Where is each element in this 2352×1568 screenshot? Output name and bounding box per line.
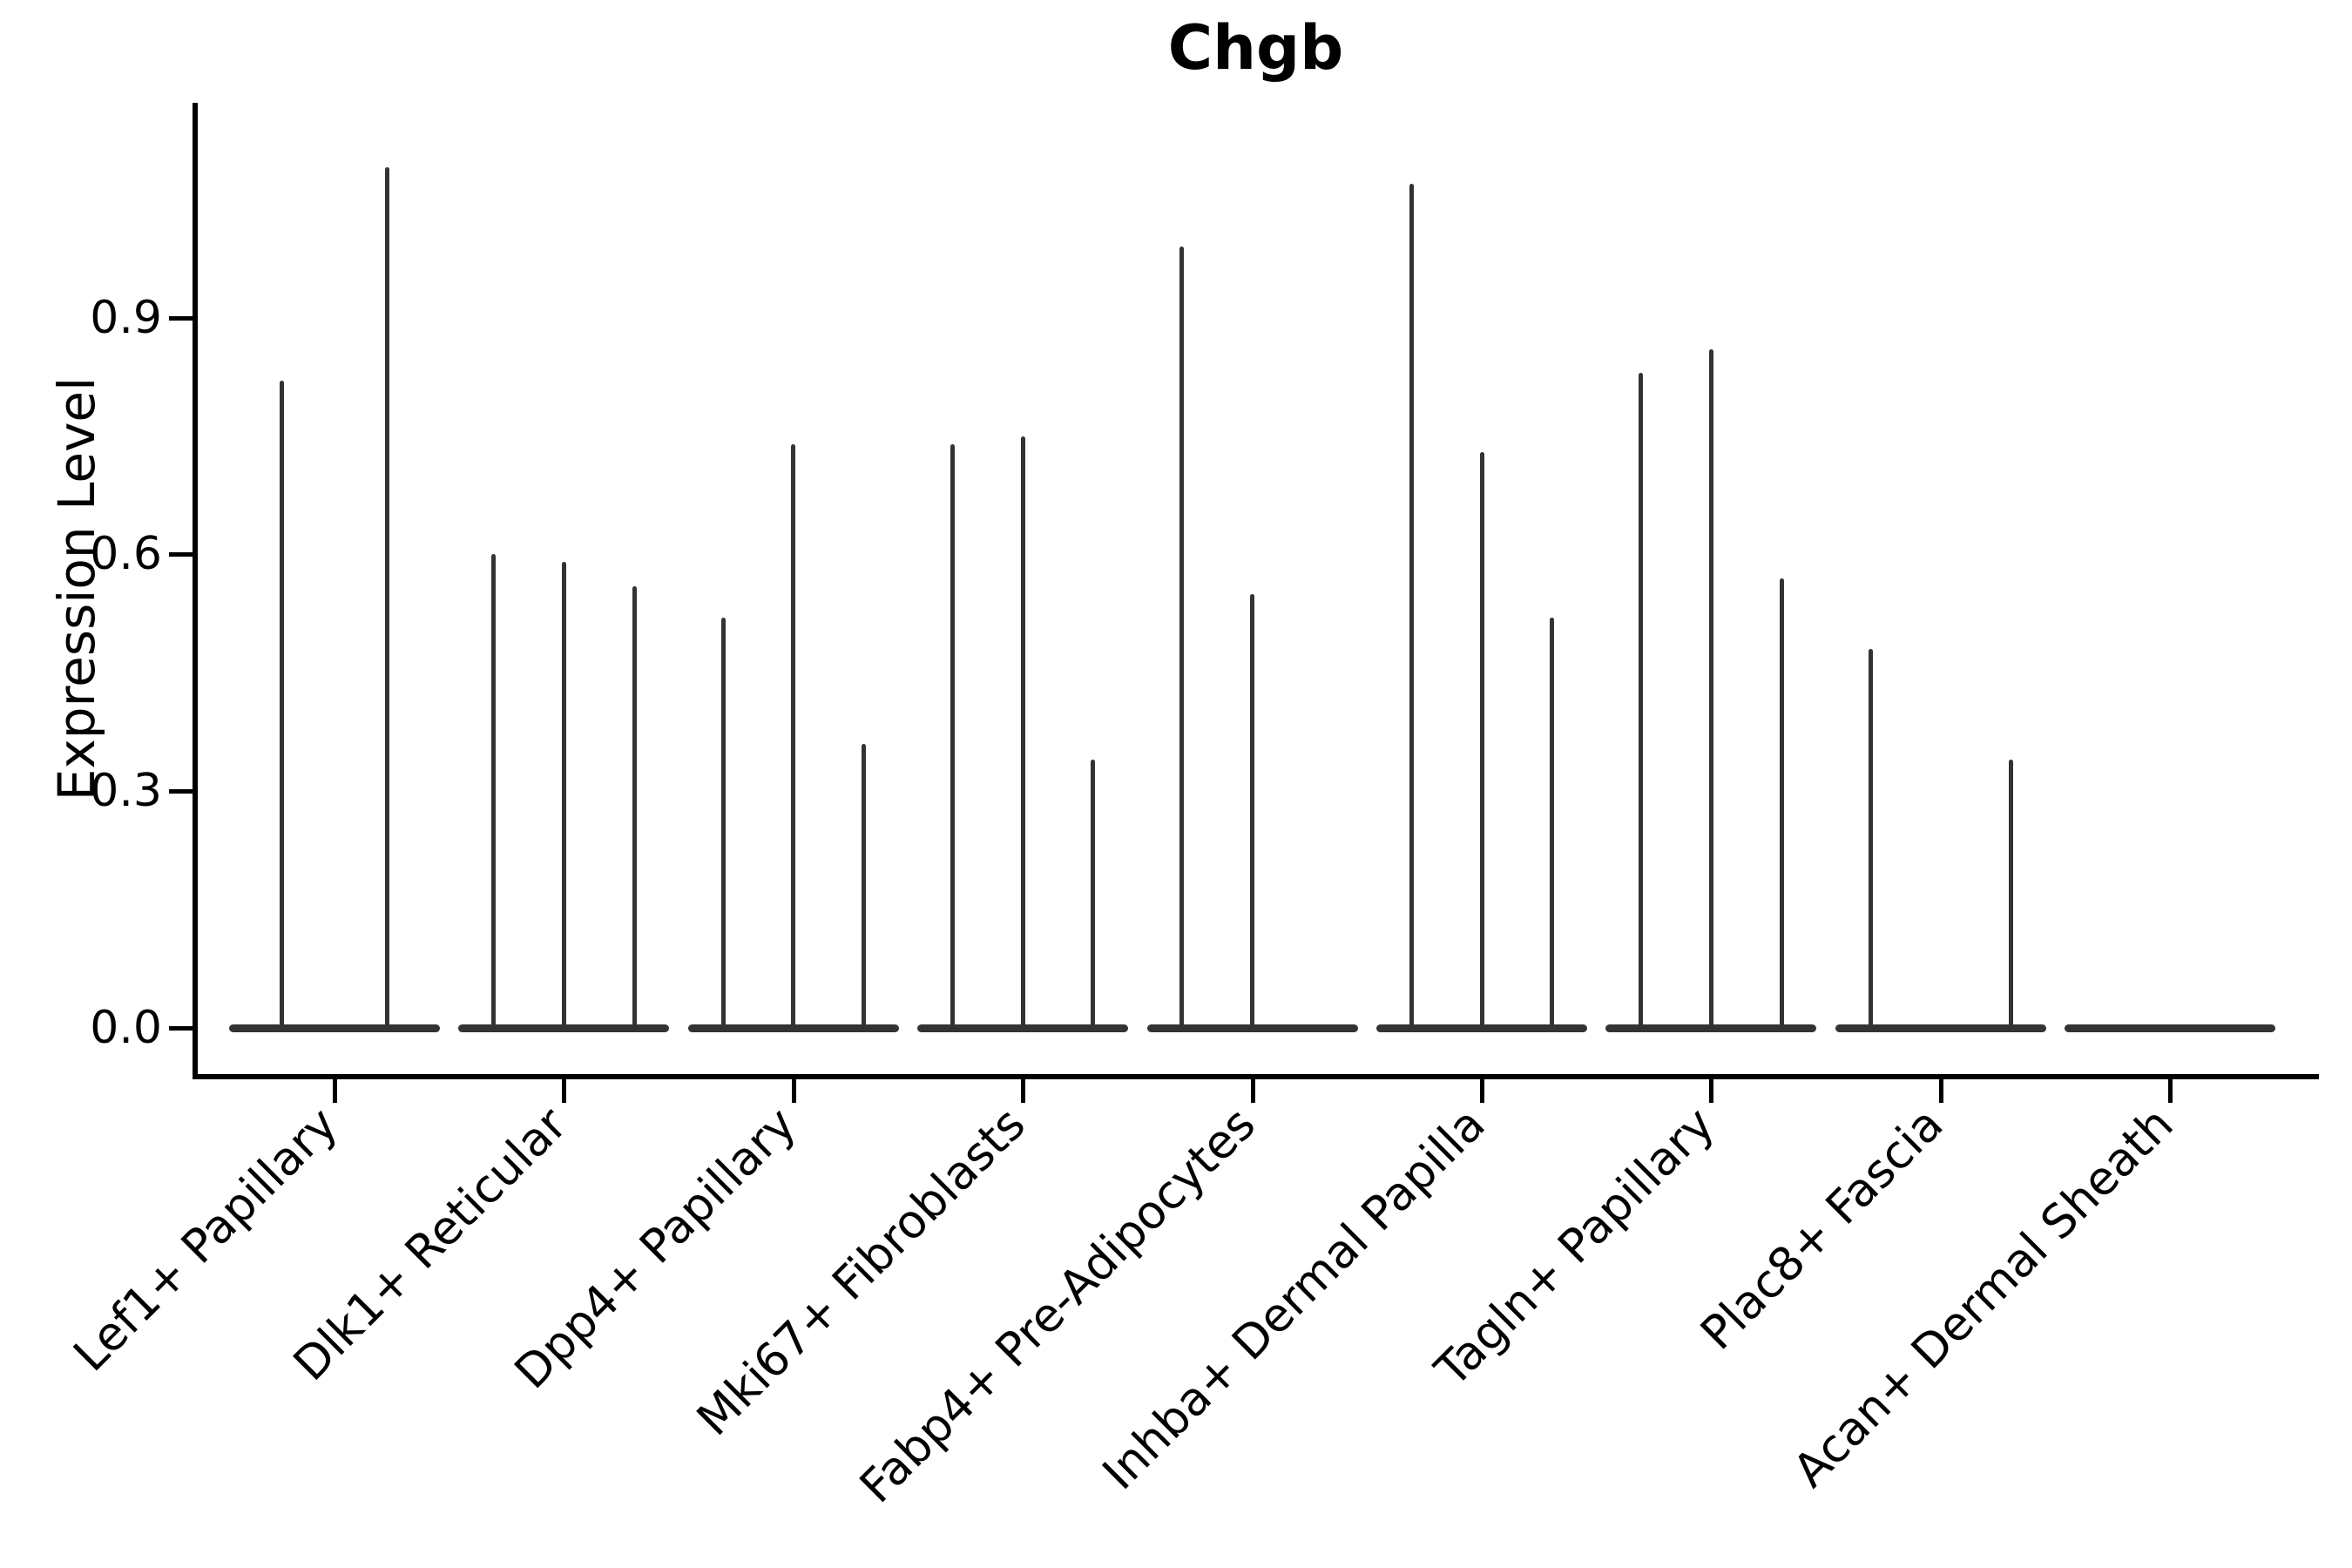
violin-spike: [1091, 759, 1096, 1028]
x-tick-label: Fabp4+ Pre-Adipocytes: [849, 1098, 1266, 1514]
y-tick: [169, 1026, 193, 1031]
violin-spike: [1409, 183, 1414, 1028]
x-tick: [1938, 1079, 1943, 1103]
violin-spike: [1020, 436, 1025, 1028]
y-axis-spine: [193, 103, 198, 1079]
y-tick: [169, 552, 193, 558]
x-tick-label: Inhba+ Dermal Papilla: [1092, 1098, 1496, 1501]
violin-spike: [1708, 348, 1713, 1028]
violin-base: [229, 1024, 440, 1032]
violin-base: [1376, 1024, 1587, 1032]
chart-title: Chgb: [1167, 12, 1344, 84]
violin-spike: [632, 585, 637, 1028]
violin-spike: [1639, 373, 1644, 1028]
violin-spike: [1179, 247, 1185, 1028]
x-tick: [333, 1079, 337, 1103]
x-tick-label: Acan+ Dermal Sheath: [1783, 1098, 2184, 1498]
violin-spike: [1479, 451, 1484, 1028]
violin-base: [917, 1024, 1129, 1032]
x-axis-spine: [193, 1074, 2319, 1079]
violin-spike: [561, 562, 566, 1028]
violin-spike: [950, 443, 956, 1028]
y-tick-label: 0.0: [90, 1002, 162, 1054]
x-tick: [1250, 1079, 1255, 1103]
violin-spike: [385, 167, 389, 1028]
violin-spike: [2008, 759, 2013, 1028]
x-tick-label: Plac8+ Fascia: [1691, 1098, 1954, 1361]
x-tick: [2168, 1079, 2173, 1103]
x-tick: [791, 1079, 796, 1103]
y-tick-label: 0.6: [90, 528, 162, 581]
x-tick: [1021, 1079, 1026, 1103]
violin-base: [2065, 1024, 2276, 1032]
violin-spike: [280, 381, 284, 1028]
violin-spike: [491, 554, 497, 1028]
violin-base: [1835, 1024, 2046, 1032]
violin-spike: [1868, 649, 1873, 1028]
y-axis-label: Expression Level: [47, 376, 106, 801]
y-tick: [169, 789, 193, 794]
violin-spike: [1779, 578, 1784, 1028]
y-tick-label: 0.3: [90, 765, 162, 818]
violin-spike: [720, 617, 726, 1028]
x-tick: [1709, 1079, 1714, 1103]
x-tick: [562, 1079, 567, 1103]
violin-spike: [861, 743, 866, 1028]
violin-spike: [1550, 617, 1555, 1028]
violin-spike: [791, 443, 796, 1028]
violin-base: [687, 1024, 899, 1032]
x-tick: [1480, 1079, 1484, 1103]
violin-base: [1605, 1024, 1817, 1032]
y-tick-label: 0.9: [90, 291, 162, 344]
violin-base: [1146, 1024, 1358, 1032]
violin-spike: [1250, 593, 1255, 1028]
violin-base: [458, 1024, 670, 1032]
y-tick: [169, 315, 193, 321]
